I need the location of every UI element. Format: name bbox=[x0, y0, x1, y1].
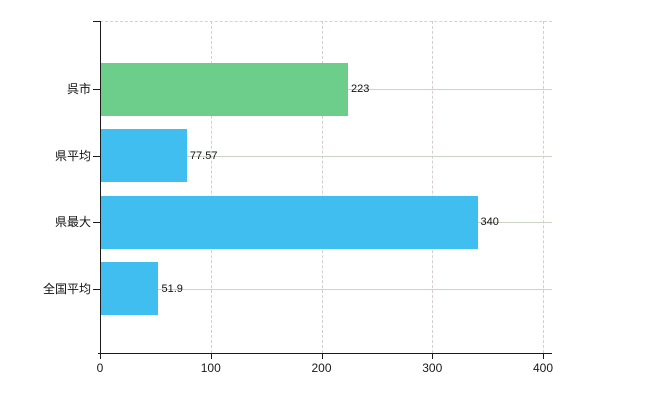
value-label: 77.57 bbox=[189, 149, 218, 162]
bar bbox=[101, 262, 159, 315]
x-axis-tick bbox=[321, 353, 323, 359]
x-axis-tick bbox=[210, 353, 212, 359]
x-tick-label: 400 bbox=[532, 361, 554, 375]
x-axis-line bbox=[98, 353, 552, 354]
x-tick-label: 200 bbox=[311, 361, 332, 375]
value-label: 51.9 bbox=[161, 282, 183, 295]
h-gridline bbox=[100, 155, 552, 157]
bar bbox=[101, 62, 348, 116]
x-axis-tick bbox=[432, 353, 434, 359]
y-axis-top-tick bbox=[93, 21, 100, 22]
x-axis-tick bbox=[543, 353, 544, 359]
y-axis-tick bbox=[93, 222, 100, 223]
h-gridline bbox=[100, 288, 552, 290]
plot-area: 223 77.57 340 51.9 bbox=[100, 21, 552, 353]
category-label: 県平均 bbox=[54, 148, 91, 163]
v-gridline bbox=[543, 21, 544, 353]
x-tick-label: 100 bbox=[200, 361, 221, 375]
x-axis-tick bbox=[100, 353, 101, 359]
value-label: 223 bbox=[350, 83, 370, 95]
y-axis-line bbox=[100, 21, 101, 353]
bar bbox=[101, 129, 187, 182]
x-tick-label: 0 bbox=[96, 361, 104, 375]
category-label: 呉市 bbox=[66, 82, 91, 96]
v-gridline bbox=[210, 21, 212, 353]
y-axis-tick bbox=[93, 155, 100, 157]
bar bbox=[101, 195, 478, 249]
value-label: 340 bbox=[480, 216, 499, 228]
category-label: 県最大 bbox=[54, 215, 91, 229]
x-tick-label: 300 bbox=[422, 361, 443, 375]
v-gridline bbox=[432, 21, 434, 353]
category-label: 全国平均 bbox=[42, 281, 91, 296]
y-axis-tick bbox=[93, 288, 100, 290]
plot-top-border bbox=[100, 21, 552, 22]
y-axis-tick bbox=[93, 89, 100, 90]
v-gridline bbox=[321, 21, 323, 353]
